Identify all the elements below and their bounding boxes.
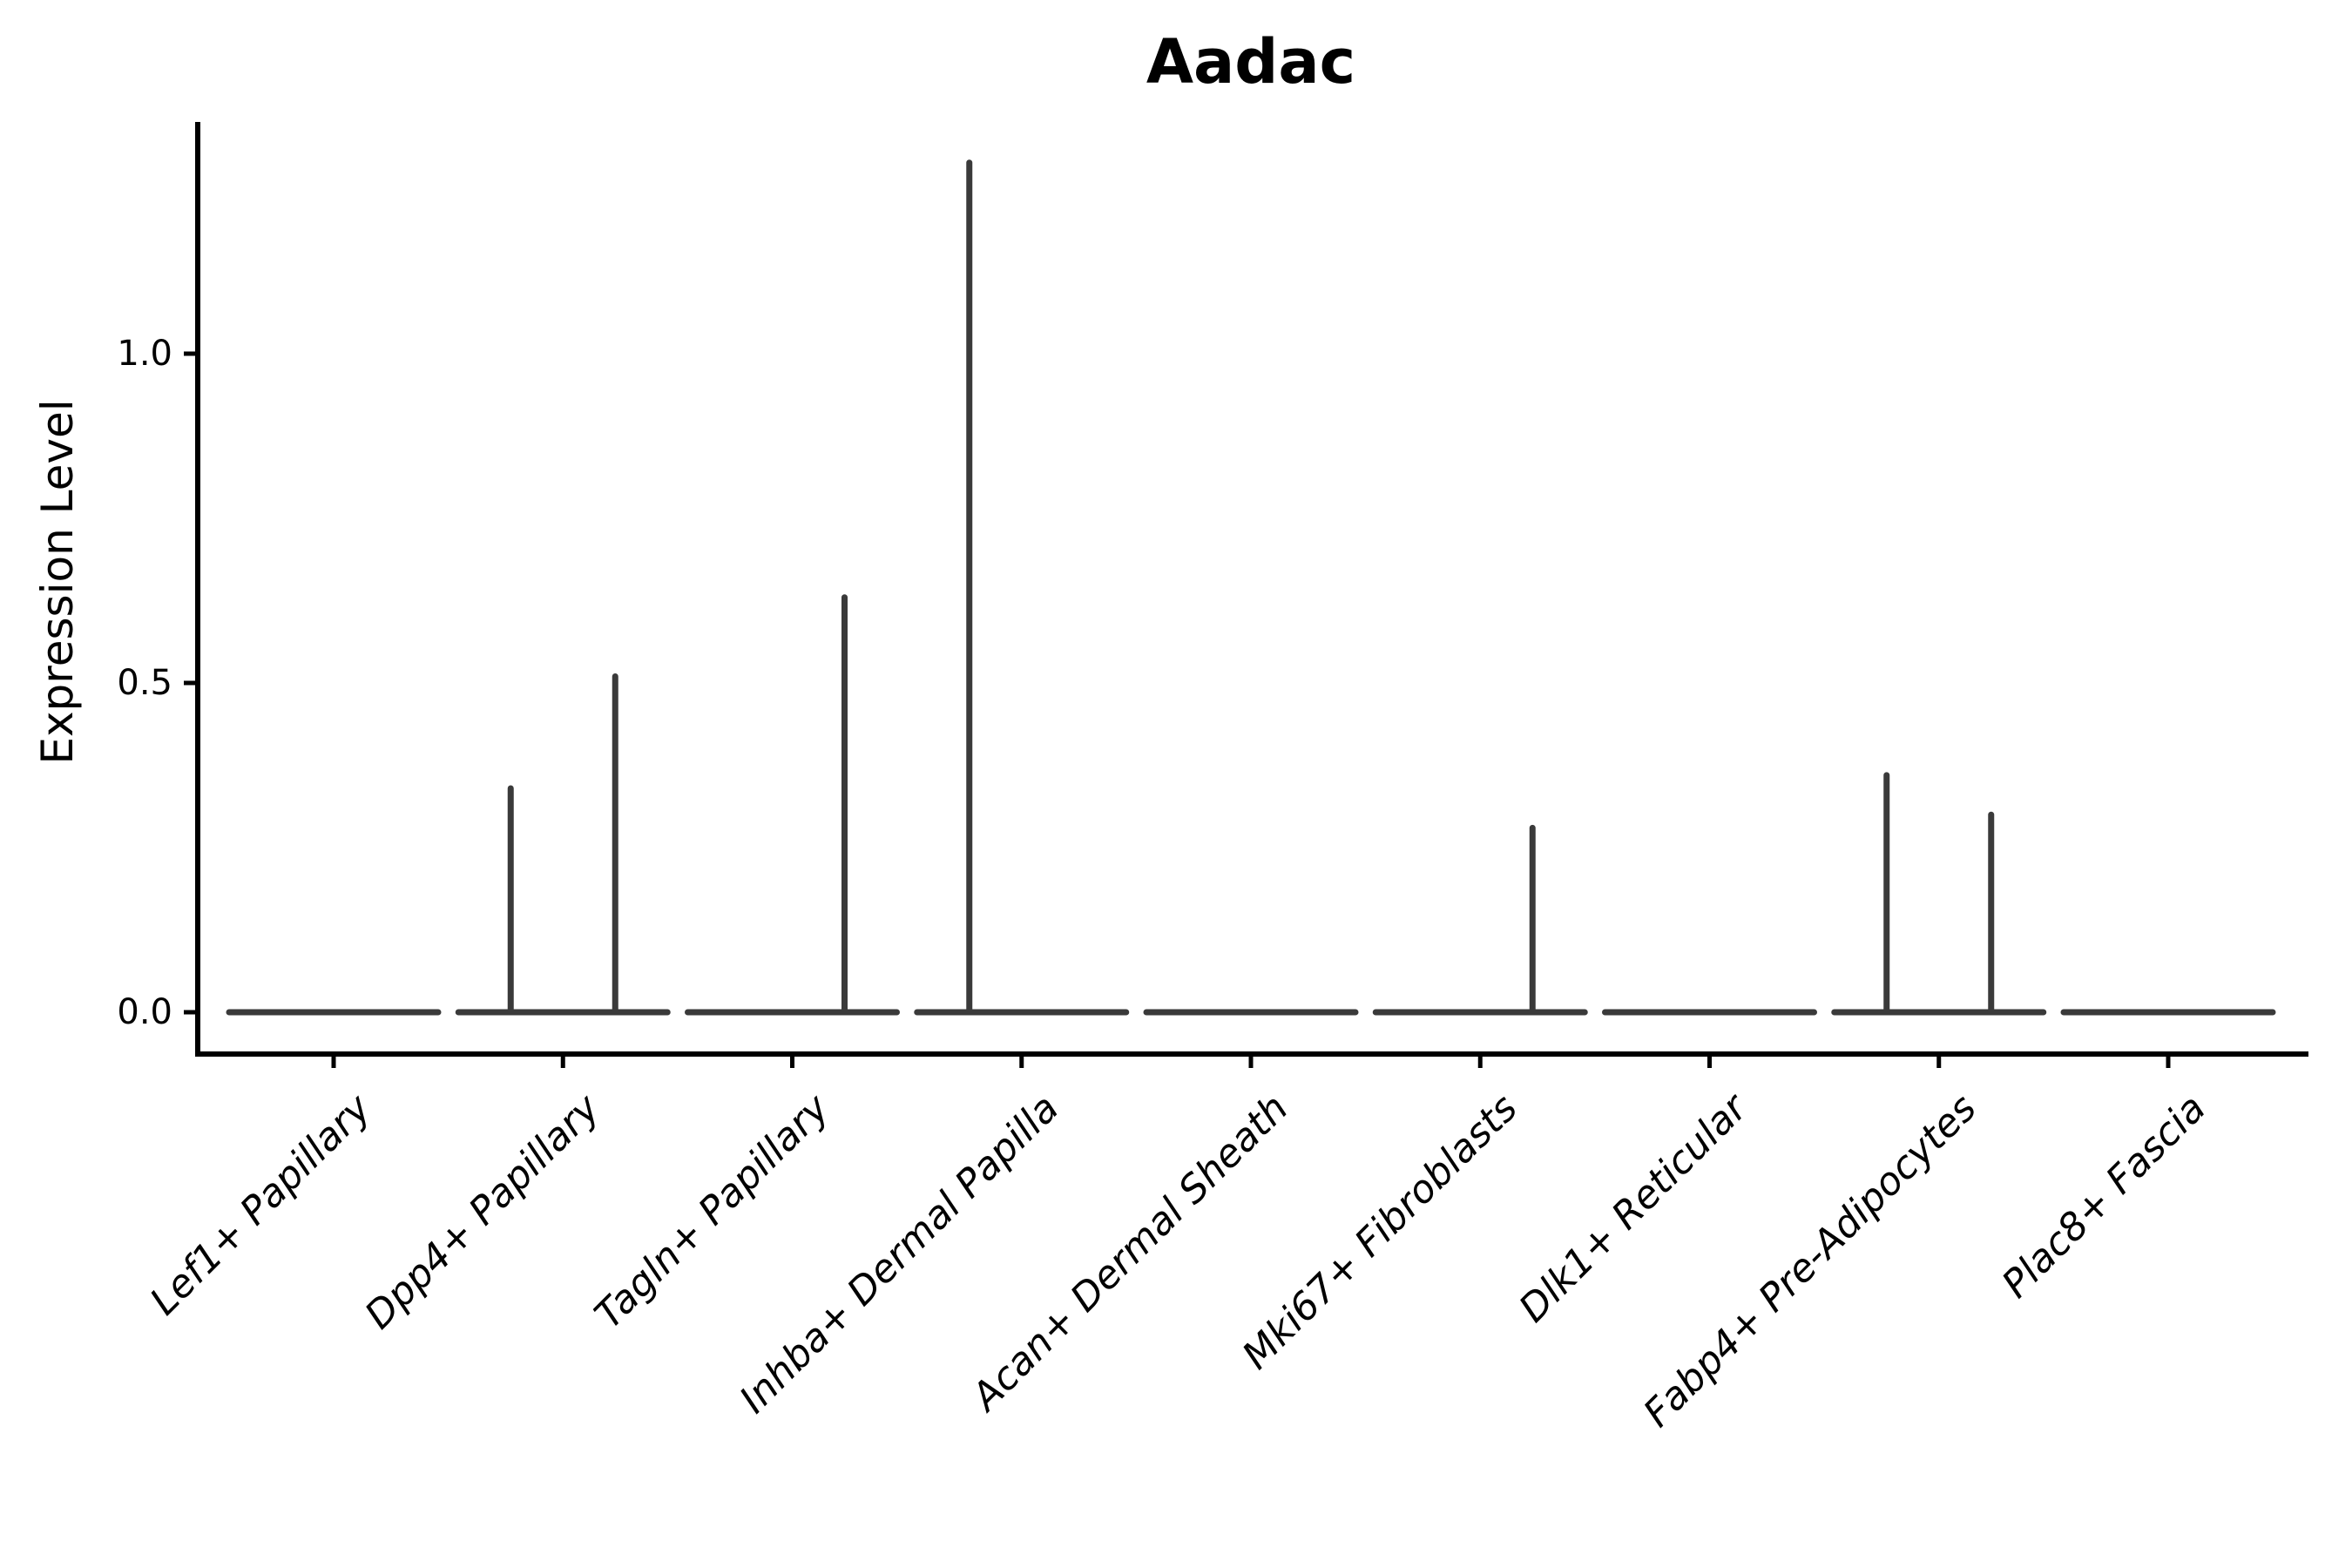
y-tick-label: 1.0 [117, 334, 172, 374]
y-tick-label: 0.0 [117, 992, 172, 1032]
chart-title: Aadac [1146, 26, 1356, 98]
y-tick-label: 0.5 [117, 663, 172, 703]
